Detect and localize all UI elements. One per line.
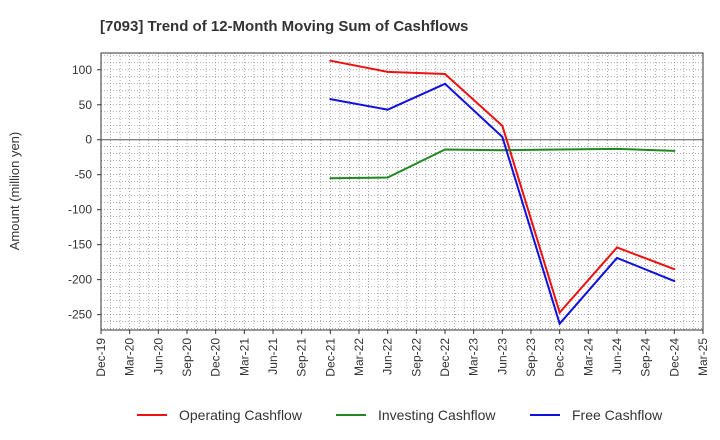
x-tick-label: Dec-19: [94, 338, 108, 377]
x-tick-label: Dec-23: [553, 338, 567, 377]
x-tick-label: Sep-24: [639, 338, 653, 377]
data-point: [386, 70, 389, 73]
y-tick-label: -150: [68, 238, 92, 252]
chart-title: [7093] Trend of 12-Month Moving Sum of C…: [100, 18, 468, 35]
x-tick-label: Mar-21: [237, 338, 251, 376]
legend-label: Operating Cashflow: [179, 407, 303, 423]
data-point: [386, 176, 389, 179]
data-point: [558, 322, 561, 325]
data-point: [501, 135, 504, 138]
legend-label: Free Cashflow: [572, 407, 663, 423]
x-tick-label: Dec-21: [323, 338, 337, 377]
x-tick-label: Mar-23: [467, 338, 481, 376]
x-tick-label: Jun-22: [381, 338, 395, 375]
data-point: [616, 147, 618, 150]
x-tick-label: Jun-20: [151, 338, 165, 375]
legend-label: Investing Cashflow: [378, 407, 496, 423]
y-tick-label: 50: [79, 98, 93, 112]
data-point: [329, 177, 332, 180]
x-tick-label: Sep-20: [180, 338, 194, 377]
x-tick-label: Mar-22: [352, 338, 366, 376]
y-tick-label: -100: [68, 203, 92, 217]
y-tick-label: -50: [75, 168, 93, 182]
x-tick-label: Sep-21: [295, 338, 309, 377]
plot-frame: [100, 52, 704, 331]
data-point: [329, 59, 332, 62]
data-point: [616, 256, 618, 259]
x-tick-label: Mar-24: [581, 338, 595, 376]
legend: Operating Cashflow Investing Cashflow Free…: [137, 407, 663, 423]
y-tick-label: 0: [85, 133, 92, 147]
x-tick-label: Mar-25: [696, 338, 710, 376]
x-tick-label: Dec-20: [209, 338, 223, 377]
y-axis-label: Amount (million yen): [7, 132, 22, 251]
data-point: [386, 108, 389, 111]
data-point: [501, 124, 504, 127]
x-tick-label: Dec-22: [438, 338, 452, 377]
data-point: [444, 148, 446, 151]
data-point: [673, 149, 676, 152]
x-tick-label: Mar-20: [123, 338, 137, 376]
data-point: [673, 268, 676, 271]
x-tick-label: Dec-24: [667, 338, 681, 377]
x-tick-label: Jun-24: [610, 338, 624, 375]
y-tick-label: -250: [68, 308, 92, 322]
data-point: [558, 311, 561, 314]
y-tick-label: -200: [68, 273, 92, 287]
x-tick-label: Sep-22: [409, 338, 423, 377]
data-point: [444, 72, 446, 75]
data-point: [329, 98, 332, 101]
x-tick-label: Jun-23: [495, 338, 509, 375]
data-point: [616, 246, 618, 249]
y-tick-label: 100: [72, 63, 92, 77]
data-point: [444, 82, 446, 85]
x-tick-label: Jun-21: [266, 338, 280, 375]
data-point: [673, 280, 676, 283]
plot-background: [101, 53, 703, 330]
plot-area: 100 50 0 -50 -100 -150 -200 -250 Dec-19 Mar-20 Jun…: [68, 52, 710, 377]
data-point: [558, 148, 561, 151]
data-point: [501, 149, 504, 152]
x-tick-label: Sep-23: [524, 338, 538, 377]
